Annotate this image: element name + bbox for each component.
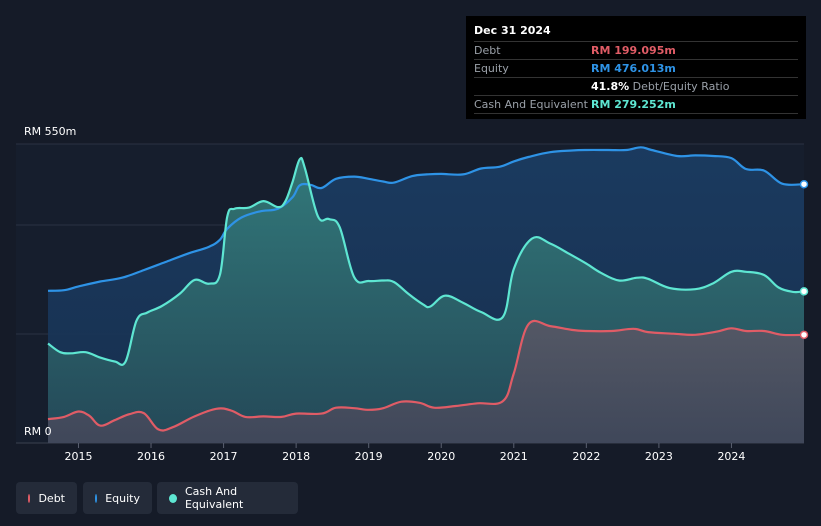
y-axis-top-label: RM 550m <box>24 125 77 138</box>
x-tick-label: 2019 <box>355 450 383 463</box>
tooltip-panel: Dec 31 2024 Debt RM 199.095m Equity RM 4… <box>466 16 806 119</box>
series-areas <box>48 147 804 444</box>
tooltip-debt-label: Debt <box>474 44 501 57</box>
legend-equity-label: Equity <box>105 491 140 505</box>
legend-item-debt[interactable]: Debt <box>16 482 77 514</box>
tooltip-cash-row: Cash And Equivalent RM 279.252m <box>474 96 798 114</box>
debt-line <box>47 319 805 432</box>
series-lines <box>47 146 805 432</box>
x-tick-label: 2021 <box>500 450 528 463</box>
x-axis-ticks: 2015 2016 2017 2018 2019 2020 2021 2022 2023 2024 <box>64 443 745 463</box>
legend-debt-label: Debt <box>38 491 65 505</box>
y-axis-bottom-label: RM 0 <box>24 425 52 438</box>
x-tick-label: 2022 <box>572 450 600 463</box>
tooltip-cash-value: RM 279.252m <box>591 98 676 111</box>
tooltip-ratio-row: 41.8% Debt/Equity Ratio <box>474 78 798 96</box>
x-tick-label: 2024 <box>717 450 745 463</box>
equity-dot-icon <box>95 493 98 503</box>
equity-line <box>47 146 805 292</box>
tooltip-equity-label: Equity <box>474 62 509 75</box>
x-tick-label: 2017 <box>210 450 238 463</box>
x-tick-label: 2018 <box>282 450 310 463</box>
legend-item-equity[interactable]: Equity <box>83 482 152 514</box>
x-tick-label: 2023 <box>645 450 673 463</box>
tooltip-equity-value: RM 476.013m <box>591 62 676 75</box>
tooltip-ratio-value: 41.8% <box>591 80 630 93</box>
debt-dot-icon <box>28 493 31 503</box>
series-endpoints <box>799 179 809 340</box>
tooltip-debt-value: RM 199.095m <box>591 44 676 57</box>
tooltip-date: Dec 31 2024 <box>474 24 798 42</box>
tooltip-equity-row: Equity RM 476.013m <box>474 60 798 78</box>
tooltip-debt-row: Debt RM 199.095m <box>474 42 798 60</box>
equity-endpoint-marker <box>799 179 809 189</box>
x-tick-label: 2020 <box>427 450 455 463</box>
legend-item-cash[interactable]: Cash And Equivalent <box>157 482 298 514</box>
debt-endpoint-marker <box>799 330 809 340</box>
cash-endpoint-marker <box>799 287 809 296</box>
cash-dot-icon <box>169 493 177 503</box>
debt-area <box>48 320 804 443</box>
x-tick-label: 2016 <box>137 450 165 463</box>
legend-cash-label: Cash And Equivalent <box>184 485 244 511</box>
x-tick-label: 2015 <box>64 450 92 463</box>
tooltip-ratio-label: Debt/Equity Ratio <box>632 80 730 93</box>
cash-line <box>47 156 805 366</box>
tooltip-cash-label: Cash And Equivalent <box>474 98 588 111</box>
